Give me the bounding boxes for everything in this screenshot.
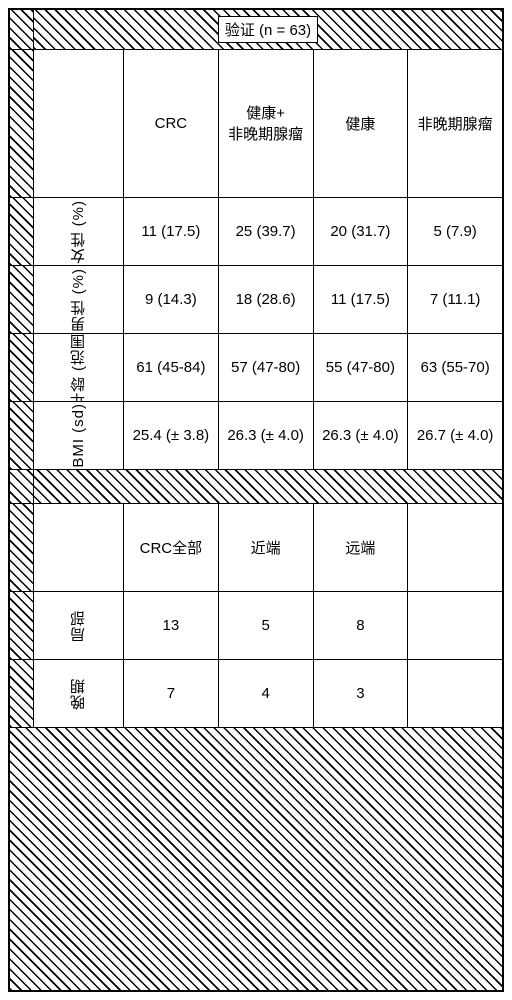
- row-male: 男性 (%) 9 (14.3) 18 (28.6) 11 (17.5) 7 (1…: [10, 266, 502, 334]
- bmi-combo: 26.3 (± 4.0): [219, 402, 314, 469]
- sub-lab-blank: [34, 504, 124, 591]
- female-nonadv: 5 (7.9): [408, 198, 502, 265]
- female-healthy: 20 (31.7): [314, 198, 409, 265]
- male-combo: 18 (28.6): [219, 266, 314, 333]
- col-nonadv: 非晚期腺瘤: [408, 50, 502, 197]
- header-row: CRC 健康+ 非晚期腺瘤 健康 非晚期腺瘤: [10, 50, 502, 198]
- sub-crc-all: CRC全部: [124, 504, 219, 591]
- male-crc: 9 (14.3): [124, 266, 219, 333]
- bmi-nonadv: 26.7 (± 4.0): [408, 402, 502, 469]
- col-healthy-nonadv: 健康+ 非晚期腺瘤: [219, 50, 314, 197]
- female-crc: 11 (17.5): [124, 198, 219, 265]
- age-healthy: 55 (47-80): [314, 334, 409, 401]
- col-healthy: 健康: [314, 50, 409, 197]
- title-cell: 验证 (n = 63): [34, 10, 502, 49]
- local-crc-all: 13: [124, 592, 219, 659]
- label-bmi: BMI (sd): [34, 402, 124, 469]
- row-local: 局部 13 5 8: [10, 592, 502, 660]
- bottom-hatch: [10, 728, 502, 990]
- sub-proximal: 近端: [219, 504, 314, 591]
- row-female: 女性 (%) 11 (17.5) 25 (39.7) 20 (31.7) 5 (…: [10, 198, 502, 266]
- late-proximal: 4: [219, 660, 314, 727]
- label-age: 年龄 (范围): [34, 334, 124, 401]
- late-crc-all: 7: [124, 660, 219, 727]
- local-distal: 8: [314, 592, 409, 659]
- late-blank: [408, 660, 502, 727]
- title-left-hatch: [10, 10, 34, 49]
- hdr-rowlabel-blank: [34, 50, 124, 197]
- bmi-healthy: 26.3 (± 4.0): [314, 402, 409, 469]
- row-late: 晚期 7 4 3: [10, 660, 502, 728]
- late-distal: 3: [314, 660, 409, 727]
- male-healthy: 11 (17.5): [314, 266, 409, 333]
- sub-distal: 远端: [314, 504, 409, 591]
- title-text: 验证 (n = 63): [218, 16, 318, 43]
- label-late: 晚期: [34, 660, 124, 727]
- bmi-crc: 25.4 (± 3.8): [124, 402, 219, 469]
- local-blank: [408, 592, 502, 659]
- age-combo: 57 (47-80): [219, 334, 314, 401]
- validation-table: 验证 (n = 63) CRC 健康+ 非晚期腺瘤 健康 非晚期腺瘤 女性 (%…: [8, 8, 504, 992]
- col-healthy-nonadv-text: 健康+ 非晚期腺瘤: [228, 103, 303, 145]
- row-age: 年龄 (范围) 61 (45-84) 57 (47-80) 55 (47-80)…: [10, 334, 502, 402]
- col-crc: CRC: [124, 50, 219, 197]
- age-nonadv: 63 (55-70): [408, 334, 502, 401]
- female-combo: 25 (39.7): [219, 198, 314, 265]
- hdr-lab-hatch: [10, 50, 34, 197]
- separator-row: [10, 470, 502, 504]
- male-nonadv: 7 (11.1): [408, 266, 502, 333]
- local-proximal: 5: [219, 592, 314, 659]
- row-bmi: BMI (sd) 25.4 (± 3.8) 26.3 (± 4.0) 26.3 …: [10, 402, 502, 470]
- age-crc: 61 (45-84): [124, 334, 219, 401]
- label-female: 女性 (%): [34, 198, 124, 265]
- title-row: 验证 (n = 63): [10, 10, 502, 50]
- sub-blank: [408, 504, 502, 591]
- label-local: 局部: [34, 592, 124, 659]
- sub-header-row: CRC全部 近端 远端: [10, 504, 502, 592]
- label-male: 男性 (%): [34, 266, 124, 333]
